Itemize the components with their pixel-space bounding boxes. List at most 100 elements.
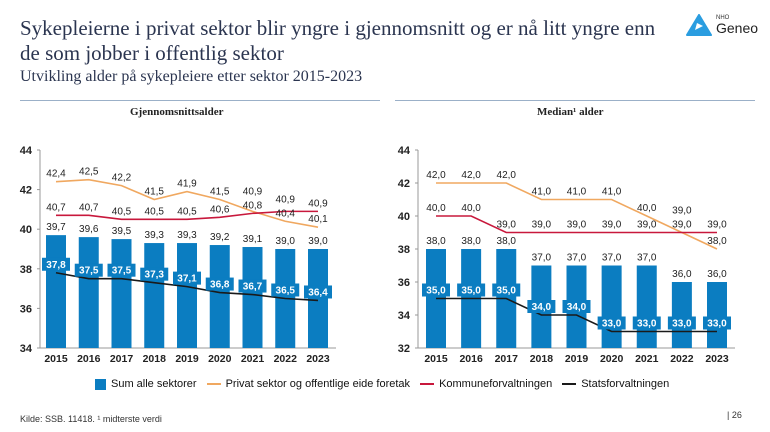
x-tick-label: 2023 xyxy=(705,353,729,365)
data-label: 39,0 xyxy=(567,220,587,231)
x-tick-label: 2019 xyxy=(565,353,589,365)
bar-2023 xyxy=(308,249,328,348)
data-label: 37,8 xyxy=(46,260,66,271)
data-label: 40,5 xyxy=(145,206,165,217)
legend-item-kommune: Kommuneforvaltningen xyxy=(420,378,552,390)
charts: 34 36 38 40 42 44 2015 2016 2017 2018 2019 2020 2021… xyxy=(20,145,735,365)
data-label: 39,0 xyxy=(308,236,328,247)
data-label: 36,0 xyxy=(707,269,727,280)
y-tick-label: 42 xyxy=(398,178,410,190)
data-label: 40,6 xyxy=(210,204,230,215)
data-label: 39,7 xyxy=(46,222,66,233)
x-tick-label: 2020 xyxy=(208,353,232,365)
data-label: 37,0 xyxy=(567,253,587,264)
data-label: 38,0 xyxy=(426,236,446,247)
y-tick-label: 40 xyxy=(398,211,410,223)
x-tick-label: 2016 xyxy=(77,353,101,365)
legend-swatch xyxy=(206,383,221,385)
x-tick-label: 2023 xyxy=(306,353,330,365)
line-privat xyxy=(436,182,718,250)
data-label: 39,0 xyxy=(497,220,517,231)
data-label: 40,5 xyxy=(112,206,132,217)
data-label: 40,0 xyxy=(461,203,481,214)
x-tick-label: 2021 xyxy=(635,353,659,365)
divider-right xyxy=(395,100,755,101)
data-label: 37,5 xyxy=(112,266,132,277)
data-label: 38,0 xyxy=(707,236,727,247)
data-label: 36,8 xyxy=(210,280,230,291)
data-label: 40,7 xyxy=(46,202,66,213)
data-label: 41,0 xyxy=(532,187,552,198)
line-kommuneforvaltningen xyxy=(56,210,318,221)
y-tick-label: 34 xyxy=(398,310,411,322)
legend-label: Privat sektor og offentlige eide foretak xyxy=(225,378,411,390)
chart-1: 32 34 36 38 40 42 44 2015 2016 2017 2018 2019 2020 20… xyxy=(398,145,735,365)
data-label: 33,0 xyxy=(637,319,657,330)
x-tick-label: 2016 xyxy=(459,353,483,365)
data-label: 39,3 xyxy=(145,230,165,241)
x-tick-label: 2018 xyxy=(530,353,554,365)
line-statsforvaltningen xyxy=(55,271,319,302)
y-tick-label: 44 xyxy=(20,145,33,157)
data-label-bg xyxy=(422,283,450,297)
bar-2018 xyxy=(144,243,165,348)
bar-2021 xyxy=(636,265,657,348)
data-label: 36,4 xyxy=(308,287,328,298)
line-privat xyxy=(55,178,319,229)
data-label: 40,7 xyxy=(79,202,99,213)
data-label: 39,0 xyxy=(707,220,727,231)
data-label: 40,0 xyxy=(426,203,446,214)
page-subtitle: Utvikling alder på sykepleiere etter sek… xyxy=(20,68,363,85)
data-label: 39,6 xyxy=(79,224,99,235)
data-label: 38,0 xyxy=(461,236,481,247)
data-label: 37,1 xyxy=(177,274,197,285)
data-label: 42,0 xyxy=(461,170,481,181)
legend-swatch xyxy=(95,378,106,390)
data-label-bg xyxy=(42,257,70,271)
data-label: 41,5 xyxy=(145,187,165,198)
data-label: 37,0 xyxy=(532,253,552,264)
data-label: 39,3 xyxy=(177,230,197,241)
data-label: 40,4 xyxy=(276,208,296,219)
data-label: 37,0 xyxy=(602,253,622,264)
data-label-bg xyxy=(271,283,300,297)
x-tick-label: 2015 xyxy=(424,353,448,365)
page-title: Sykepleierne i privat sektor blir yngre … xyxy=(20,16,656,65)
data-label-bg xyxy=(703,316,731,330)
data-label: 35,0 xyxy=(497,286,517,297)
bar-2016 xyxy=(78,237,99,348)
data-label-bg xyxy=(457,283,486,297)
y-tick-label: 32 xyxy=(398,343,410,355)
data-label: 37,5 xyxy=(79,266,99,277)
page-number: | 26 xyxy=(727,410,742,420)
x-tick-label: 2021 xyxy=(241,353,265,365)
bar-2020 xyxy=(209,245,230,348)
x-tick-label: 2022 xyxy=(274,353,298,365)
bar-2023 xyxy=(707,282,727,348)
logo: NHO Geneo xyxy=(686,14,758,36)
legend-label: Kommuneforvaltningen xyxy=(439,378,553,390)
chart-title-left: Gjennomsnittsalder xyxy=(130,106,224,118)
y-tick-label: 38 xyxy=(20,264,32,276)
data-label: 40,8 xyxy=(243,200,263,211)
data-label: 42,0 xyxy=(497,170,517,181)
legend-swatch xyxy=(420,383,435,385)
data-label: 37,0 xyxy=(637,253,657,264)
data-label: 39,2 xyxy=(210,232,230,243)
data-label: 39,0 xyxy=(672,220,692,231)
data-label: 39,0 xyxy=(532,220,552,231)
data-label: 41,9 xyxy=(177,179,197,190)
x-tick-label: 2018 xyxy=(143,353,167,365)
logo-small-text: NHO xyxy=(716,15,730,21)
data-label-bg xyxy=(107,263,136,277)
bar-2020 xyxy=(601,265,622,348)
data-label: 34,0 xyxy=(532,302,552,313)
data-label-bg xyxy=(74,263,103,277)
data-label: 33,0 xyxy=(672,319,692,330)
data-label: 39,0 xyxy=(637,220,657,231)
y-tick-label: 36 xyxy=(20,303,32,315)
x-tick-label: 2020 xyxy=(600,353,624,365)
data-label: 40,0 xyxy=(637,203,657,214)
data-label: 39,0 xyxy=(276,236,296,247)
data-label: 42,2 xyxy=(112,173,132,184)
